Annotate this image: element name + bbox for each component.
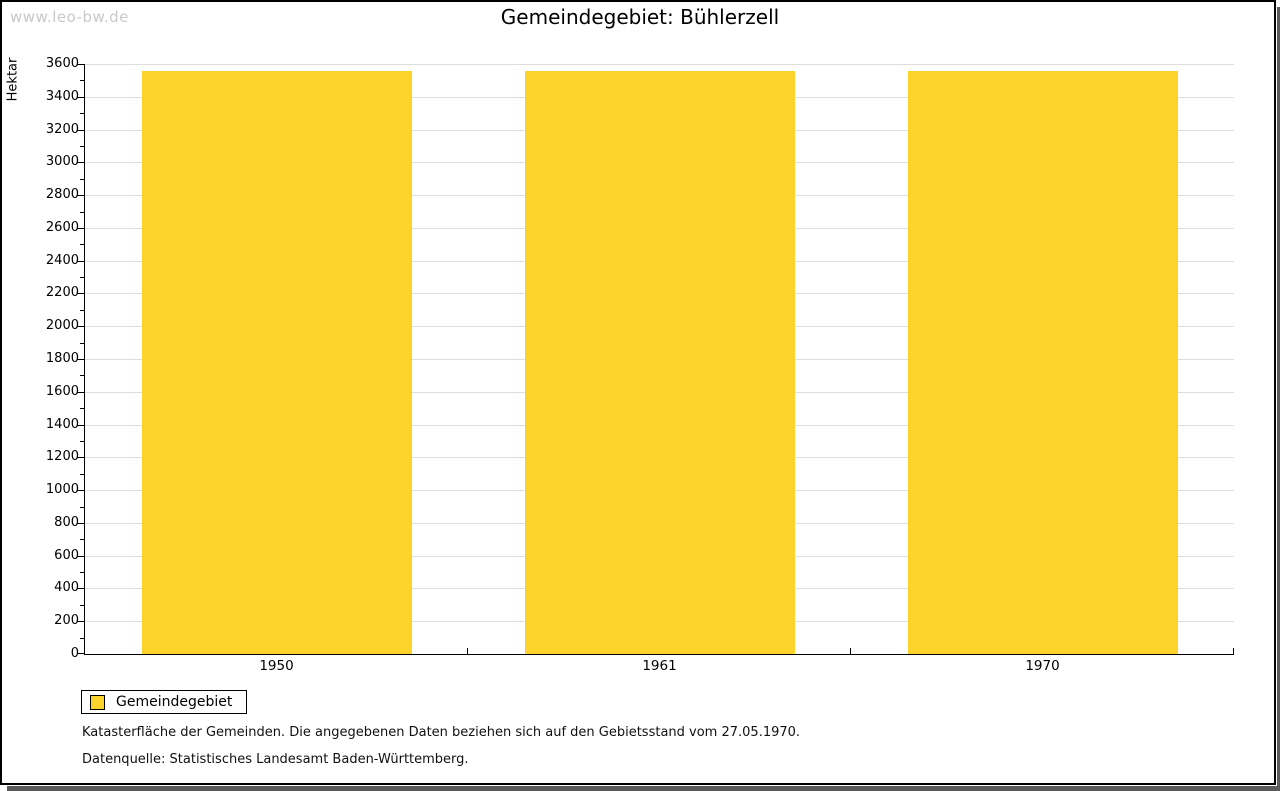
x-axis-tick <box>467 648 468 654</box>
y-axis-minor-tick <box>80 310 85 311</box>
y-axis-minor-tick <box>80 343 85 344</box>
y-axis-minor-tick <box>80 244 85 245</box>
legend-swatch-icon <box>90 694 105 710</box>
y-tick-label: 0 <box>70 646 79 661</box>
y-axis-minor-tick <box>80 507 85 508</box>
y-axis-tick <box>77 457 85 458</box>
y-axis-tick <box>77 359 85 360</box>
y-tick-label: 1800 <box>45 351 79 366</box>
x-axis-tick <box>1233 648 1234 654</box>
legend-label: Gemeindegebiet <box>116 694 233 710</box>
y-tick-label: 3200 <box>45 122 79 137</box>
y-axis-tick <box>77 425 85 426</box>
y-axis-tick <box>77 97 85 98</box>
y-tick-label: 1600 <box>45 384 79 399</box>
y-axis-tick <box>77 326 85 327</box>
y-tick-label: 600 <box>54 548 79 563</box>
y-tick-label: 3000 <box>45 154 79 169</box>
bar-1970 <box>908 71 1178 654</box>
y-axis-title: Hektar <box>5 57 21 102</box>
y-axis-minor-tick <box>80 80 85 81</box>
y-axis-minor-tick <box>80 408 85 409</box>
y-tick-label: 2000 <box>45 318 79 333</box>
y-tick-label: 2400 <box>45 253 79 268</box>
y-tick-label: 800 <box>54 515 79 530</box>
y-axis-tick <box>77 490 85 491</box>
y-axis-minor-tick <box>80 277 85 278</box>
x-axis-tick <box>850 648 851 654</box>
frame-shadow-bottom <box>7 786 1280 791</box>
footnote-source-note: Katasterfläche der Gemeinden. Die angege… <box>82 725 801 740</box>
plot-area: 0 200 400 600 800 1000 1200 1400 1600 1800 2000 220… <box>46 56 1234 674</box>
y-axis-minor-tick <box>80 572 85 573</box>
y-axis-tick <box>77 523 85 524</box>
frame-shadow-right <box>1277 7 1280 791</box>
y-tick-label: 3400 <box>45 89 79 104</box>
y-tick-label: 1000 <box>45 482 79 497</box>
y-tick-label: 2200 <box>45 285 79 300</box>
x-tick-label: 1961 <box>642 658 677 674</box>
y-axis-minor-tick <box>80 638 85 639</box>
y-tick-label: 2800 <box>45 187 79 202</box>
chart-title: Gemeindegebiet: Bühlerzell <box>500 5 780 29</box>
y-tick-label: 200 <box>54 613 79 628</box>
y-tick-label: 2600 <box>45 220 79 235</box>
y-axis-tick <box>77 556 85 557</box>
y-axis-tick <box>77 228 85 229</box>
y-axis-tick <box>77 64 85 65</box>
bar-1961 <box>525 71 795 654</box>
y-axis-tick <box>77 195 85 196</box>
y-axis-tick <box>77 261 85 262</box>
watermark-text: www.leo-bw.de <box>10 8 129 26</box>
footnote-data-source: Datenquelle: Statistisches Landesamt Bad… <box>82 752 469 767</box>
bar-1950 <box>142 71 412 654</box>
y-axis-tick <box>77 162 85 163</box>
y-axis-minor-tick <box>80 375 85 376</box>
y-axis-minor-tick <box>80 146 85 147</box>
y-axis-minor-tick <box>80 212 85 213</box>
y-tick-label: 3600 <box>45 56 79 71</box>
legend-box: Gemeindegebiet <box>81 690 248 714</box>
y-axis-minor-tick <box>80 179 85 180</box>
x-tick-label: 1950 <box>259 658 294 674</box>
y-axis-minor-tick <box>80 474 85 475</box>
y-tick-label: 1200 <box>45 449 79 464</box>
y-axis-tick <box>77 130 85 131</box>
y-tick-label: 1400 <box>45 417 79 432</box>
y-axis-minor-tick <box>80 539 85 540</box>
y-axis-minor-tick <box>80 605 85 606</box>
y-axis-tick <box>77 653 85 654</box>
y-axis-minor-tick <box>80 113 85 114</box>
y-tick-label: 400 <box>54 580 79 595</box>
y-axis-tick <box>77 392 85 393</box>
y-axis-minor-tick <box>80 441 85 442</box>
x-tick-label: 1970 <box>1025 658 1060 674</box>
y-axis-tick <box>77 621 85 622</box>
y-axis-tick <box>77 588 85 589</box>
y-axis-tick <box>77 293 85 294</box>
gridline <box>85 64 1234 65</box>
